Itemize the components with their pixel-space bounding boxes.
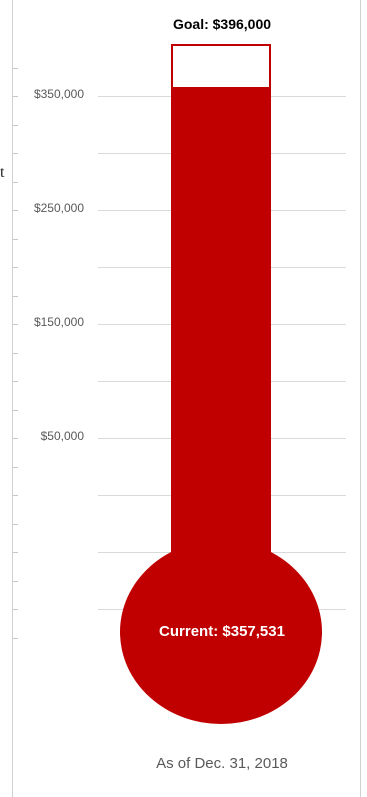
y-tick-label: $350,000 [33, 87, 84, 101]
y-tick-label: $150,000 [33, 315, 84, 329]
axis-tick [13, 381, 18, 382]
axis-tick [13, 324, 18, 325]
axis-tick [13, 609, 18, 610]
axis-tick [13, 96, 18, 97]
axis-tick [13, 581, 18, 582]
y-tick-label: $250,000 [33, 201, 84, 215]
axis-tick [13, 438, 18, 439]
axis-tick [13, 153, 18, 154]
goal-label: Goal: $396,000 [172, 16, 272, 32]
as-of-date-label: As of Dec. 31, 2018 [156, 755, 288, 772]
axis-tick [13, 210, 18, 211]
axis-tick [13, 552, 18, 553]
axis-tick [13, 267, 18, 268]
axis-tick [13, 495, 18, 496]
thermometer-bulb [120, 540, 322, 724]
axis-tick [13, 410, 18, 411]
axis-tick [13, 638, 18, 639]
current-value-bar [171, 87, 271, 555]
current-value-label: Current: $357,531 [159, 623, 285, 640]
stray-text: t [0, 164, 5, 181]
chart-frame-right [360, 0, 361, 797]
axis-tick [13, 353, 18, 354]
axis-tick [13, 296, 18, 297]
axis-tick [13, 182, 18, 183]
chart-frame-left [12, 0, 13, 797]
axis-tick [13, 239, 18, 240]
goal-bar-outline [171, 44, 271, 91]
axis-tick [13, 68, 18, 69]
axis-tick [13, 524, 18, 525]
axis-tick [13, 467, 18, 468]
axis-tick [13, 125, 18, 126]
y-tick-label: $50,000 [40, 429, 84, 443]
